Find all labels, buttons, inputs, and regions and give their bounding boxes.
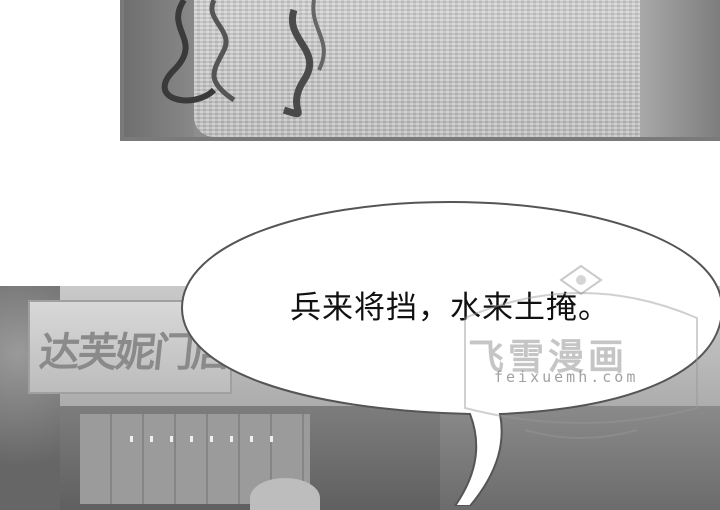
- speech-bubble-shape: [180, 200, 720, 506]
- panel-background: [124, 0, 194, 137]
- character-head: [250, 478, 320, 510]
- top-panel: [120, 0, 720, 141]
- curly-hair-illustration: [161, 0, 326, 118]
- sweater-illustration: [194, 0, 660, 137]
- watermark-url: feixuemh.com: [494, 368, 639, 386]
- dialogue-text: 兵来将挡，水来土掩。: [290, 290, 610, 326]
- watermark-emblem: [464, 264, 698, 439]
- ceiling-lights: [130, 436, 280, 442]
- panel-background: [640, 0, 720, 137]
- watermark-text: 飞雪漫画: [468, 337, 629, 378]
